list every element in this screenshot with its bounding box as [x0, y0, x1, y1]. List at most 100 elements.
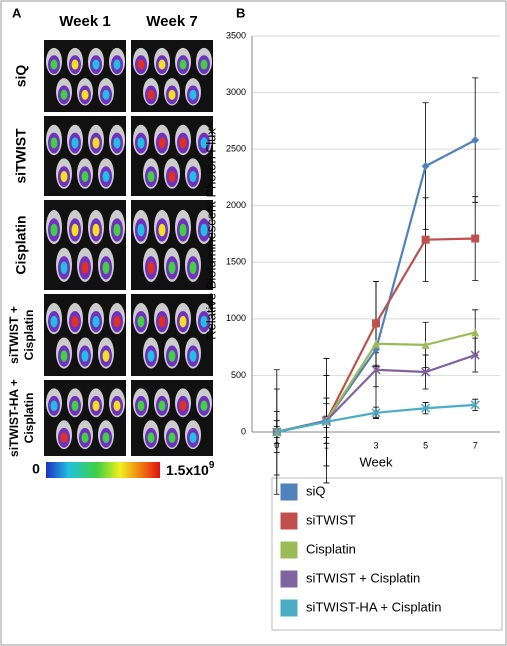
signal	[147, 171, 155, 183]
signal	[137, 137, 145, 149]
signal	[81, 89, 89, 100]
signal	[158, 137, 166, 149]
colorbar-min: 0	[32, 461, 40, 477]
colorbar-max-exp: 9	[209, 460, 215, 471]
signal	[189, 350, 197, 362]
x-axis-label: Week	[360, 454, 393, 469]
signal	[102, 432, 110, 444]
y-tick-label: 1000	[226, 313, 246, 323]
legend-label: siTWIST + Cisplatin	[306, 570, 420, 585]
legend-swatch	[279, 569, 299, 589]
signal	[50, 59, 58, 70]
signal	[50, 315, 58, 328]
signal	[92, 137, 100, 149]
signal	[189, 89, 197, 100]
signal	[158, 59, 166, 70]
signal	[92, 59, 100, 70]
signal	[147, 350, 155, 362]
signal	[92, 223, 100, 237]
signal	[113, 315, 121, 328]
legend-swatch	[279, 482, 299, 502]
signal	[71, 400, 79, 412]
legend-swatch	[279, 598, 299, 618]
signal	[81, 432, 89, 444]
signal	[147, 432, 155, 444]
signal	[189, 261, 197, 275]
signal	[71, 137, 79, 149]
signal	[200, 59, 208, 70]
legend-label: siTWIST	[306, 512, 356, 527]
point	[272, 427, 282, 437]
signal	[158, 400, 166, 412]
mouse-images	[44, 40, 213, 456]
signal	[189, 432, 197, 444]
signal	[92, 315, 100, 328]
signal	[71, 315, 79, 328]
signal	[200, 400, 208, 412]
y-axis-label: Relative Bioluminescent Photon Flux	[203, 128, 218, 340]
panel-label: A	[12, 5, 22, 20]
signal	[81, 171, 89, 183]
x-tick-label: 3	[373, 440, 378, 450]
row-label: Cisplatin	[22, 310, 36, 361]
signal	[50, 400, 58, 412]
signal	[102, 350, 110, 362]
signal	[189, 171, 197, 183]
point	[470, 350, 480, 360]
signal	[200, 223, 208, 237]
legend-label: Cisplatin	[306, 541, 356, 556]
point	[421, 162, 430, 171]
signal	[113, 137, 121, 149]
signal	[168, 261, 176, 275]
signal	[179, 223, 187, 237]
signal	[113, 400, 121, 412]
signal	[168, 171, 176, 183]
y-tick-label: 3500	[226, 30, 246, 40]
y-tick-label: 2000	[226, 200, 246, 210]
signal	[60, 89, 68, 100]
column-label: Week 1	[59, 13, 110, 30]
signal	[200, 315, 208, 328]
signal	[50, 223, 58, 237]
signal	[113, 223, 121, 237]
signal	[147, 261, 155, 275]
colorbar-max-base: 1.5x10	[166, 462, 209, 478]
point	[471, 328, 480, 337]
point	[421, 340, 430, 349]
signal	[137, 59, 145, 70]
y-tick-label: 500	[231, 370, 246, 380]
legend-box	[271, 477, 503, 631]
signal	[60, 261, 68, 275]
signal	[179, 315, 187, 328]
y-tick-label: 0	[241, 426, 246, 436]
signal	[147, 89, 155, 100]
signal	[60, 350, 68, 362]
y-tick-label: 1500	[226, 257, 246, 267]
signal	[71, 223, 79, 237]
point	[372, 339, 380, 348]
row-label: Cisplatin	[22, 393, 36, 444]
colorbar	[46, 462, 160, 478]
signal	[179, 59, 187, 70]
signal	[81, 261, 89, 275]
point	[371, 365, 381, 375]
signal	[168, 432, 176, 444]
point	[321, 417, 331, 427]
row-label: Cisplatin	[13, 215, 29, 274]
signal	[81, 350, 89, 362]
signal	[158, 315, 166, 328]
colorbar-max: 1.5x109	[166, 460, 215, 478]
point	[421, 367, 431, 377]
legend-swatch	[279, 511, 299, 531]
signal	[158, 223, 166, 237]
panel-label: B	[236, 5, 245, 20]
signal	[71, 59, 79, 70]
point	[421, 235, 430, 244]
row-label: siQ	[13, 65, 29, 88]
signal	[60, 171, 68, 183]
signal	[60, 432, 68, 444]
y-tick-label: 3000	[226, 87, 246, 97]
signal	[113, 59, 121, 70]
column-label: Week 7	[146, 13, 197, 30]
